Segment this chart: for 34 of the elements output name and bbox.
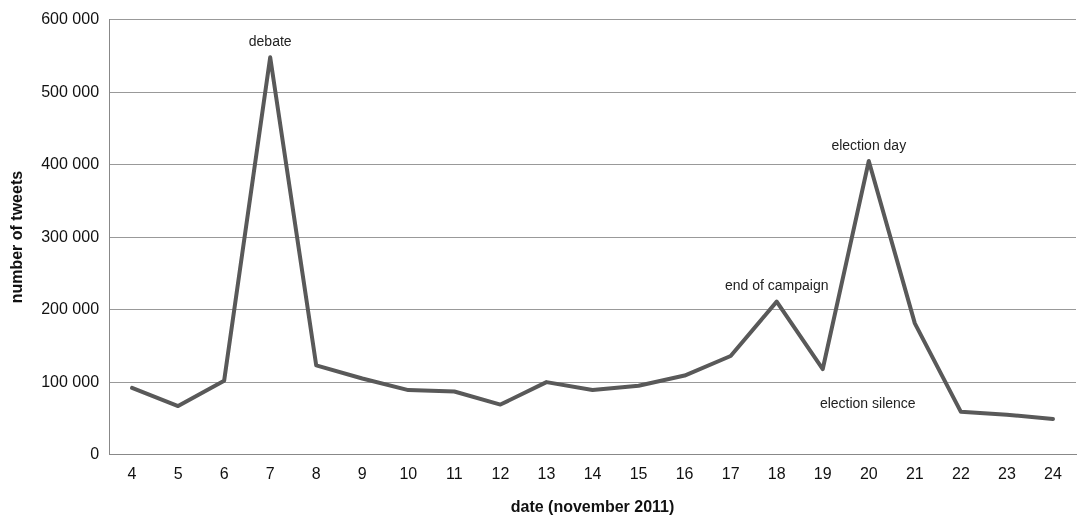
x-tick-label: 13: [537, 464, 556, 482]
x-axis-title: date (november 2011): [510, 497, 675, 515]
x-tick-label: 24: [1044, 464, 1062, 482]
y-tick-label: 200 000: [41, 300, 100, 318]
x-tick-label: 12: [491, 464, 510, 482]
y-axis-title: number of tweets: [8, 170, 26, 304]
x-tick-label: 19: [813, 464, 832, 482]
y-tick-label: 300 000: [41, 227, 100, 245]
y-tick-label: 500 000: [41, 82, 100, 100]
x-tick-label: 18: [767, 464, 786, 482]
annotation: election silence: [819, 394, 916, 411]
annotation: end of campaign: [724, 277, 829, 294]
x-tick-label: 7: [265, 464, 275, 482]
x-tick-label: 16: [675, 464, 694, 482]
x-tick-label: 6: [219, 464, 229, 482]
x-tick-label: 9: [357, 464, 367, 482]
x-tick-label: 8: [311, 464, 321, 482]
x-tick-label: 23: [998, 464, 1016, 482]
y-tick-label: 100 000: [41, 372, 100, 390]
y-tick-label: 0: [90, 445, 100, 463]
y-tick-label: 400 000: [41, 155, 100, 173]
x-tick-label: 14: [583, 464, 602, 482]
x-tick-label: 5: [173, 464, 183, 482]
y-tick-label: 600 000: [41, 10, 100, 28]
x-tick-label: 22: [951, 464, 970, 482]
x-tick-label: 15: [629, 464, 648, 482]
x-tick-label: 20: [859, 464, 878, 482]
annotation: election day: [831, 136, 907, 153]
annotation: debate: [248, 33, 292, 50]
x-tick-label: 4: [127, 464, 137, 482]
x-tick-label: 17: [721, 464, 740, 482]
x-tick-label: 10: [399, 464, 418, 482]
x-tick-label: 11: [446, 464, 463, 482]
x-tick-label: 21: [905, 464, 924, 482]
